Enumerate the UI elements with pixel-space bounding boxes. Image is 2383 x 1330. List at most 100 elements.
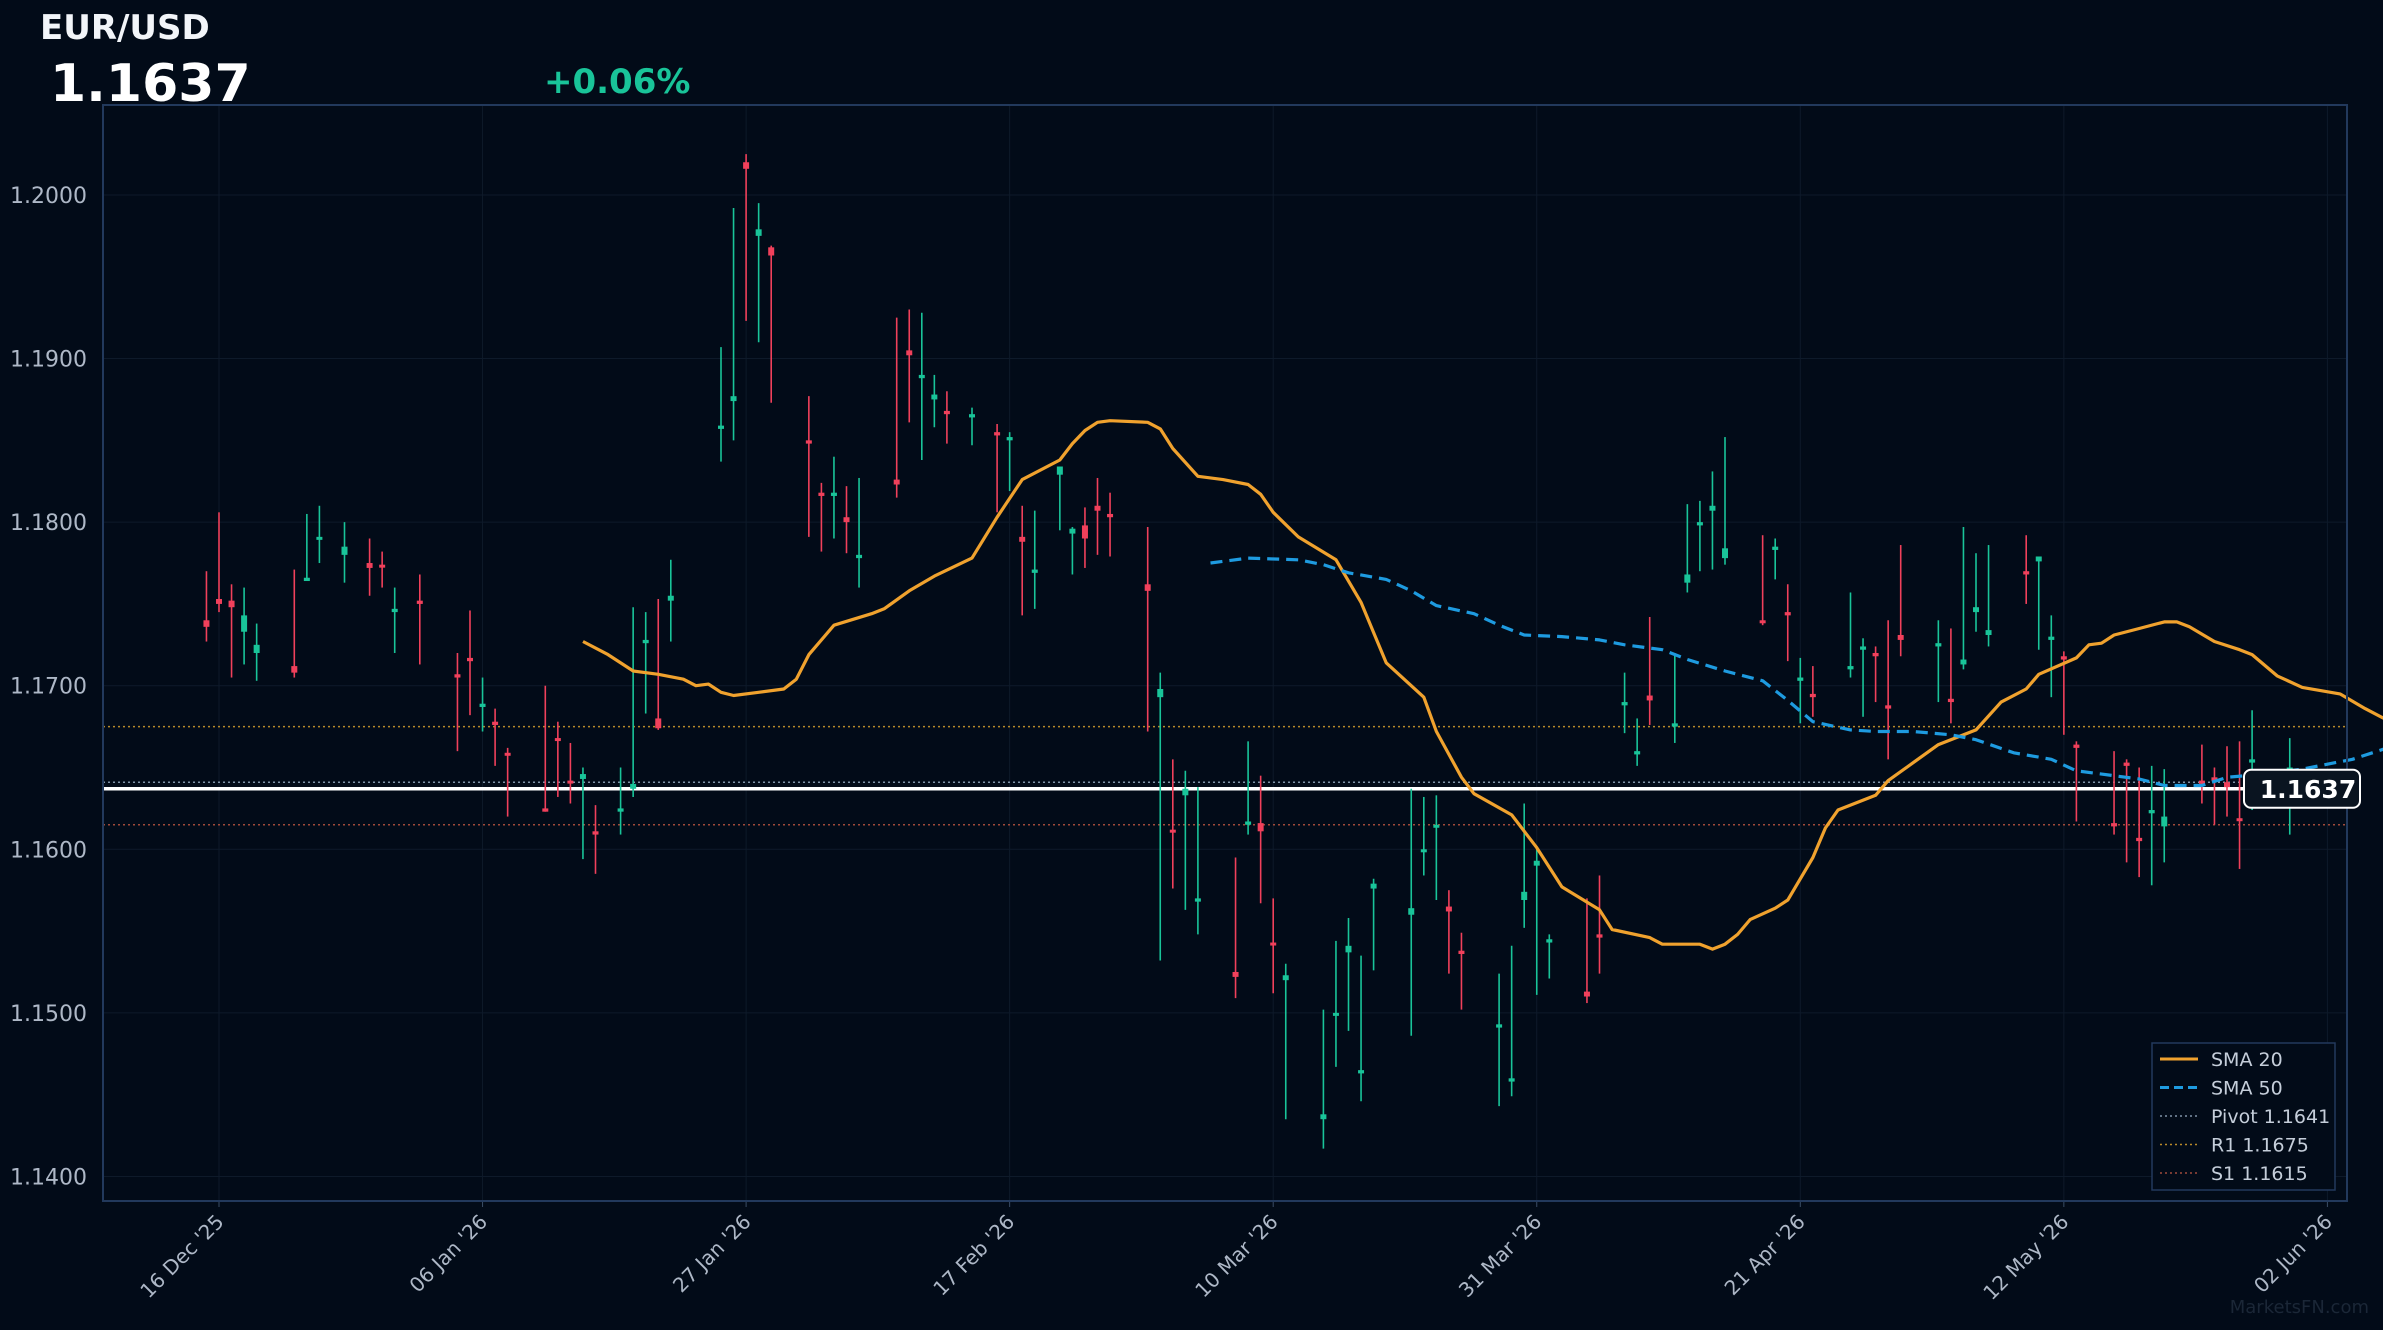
candle-body — [216, 599, 222, 604]
candle-body — [554, 738, 561, 742]
candle-body — [1270, 942, 1277, 946]
candle-body — [2249, 759, 2256, 763]
x-tick-label: 21 Apr '26 — [1720, 1210, 1810, 1300]
x-tick-label: 12 May '26 — [1978, 1210, 2073, 1305]
candle-body — [918, 374, 925, 379]
candle-body — [1671, 723, 1678, 727]
candle-body — [479, 703, 486, 707]
candle-body — [1684, 574, 1691, 583]
candle-body — [1345, 945, 1352, 953]
price-change: +0.06% — [544, 62, 691, 102]
y-tick-label: 1.1800 — [10, 511, 87, 536]
candle-body — [994, 432, 1001, 436]
candle-body — [1860, 646, 1867, 650]
candle-body — [1433, 824, 1440, 828]
candle-body — [592, 831, 599, 835]
y-tick-label: 1.1900 — [10, 348, 87, 373]
candle-body — [931, 394, 938, 400]
y-tick-label: 1.1600 — [10, 838, 87, 863]
candle-body — [542, 808, 549, 812]
candle-body — [1332, 1012, 1339, 1016]
candle-body — [567, 780, 574, 784]
candle-body — [1973, 607, 1979, 613]
candle-body — [1182, 788, 1189, 796]
candle-body — [1445, 906, 1452, 912]
candle-body — [1759, 620, 1766, 624]
candle-body — [2111, 823, 2118, 827]
candle-body — [203, 620, 210, 627]
candle-body — [379, 564, 386, 568]
candle-body — [2060, 656, 2067, 660]
candle-body — [253, 644, 260, 653]
candle-body — [416, 600, 423, 604]
candle-body — [1496, 1024, 1503, 1028]
candle-body — [1985, 630, 1992, 636]
candle-body — [1722, 548, 1728, 559]
candle-body — [1847, 666, 1854, 670]
candle-body — [630, 783, 637, 789]
candle-body — [1232, 971, 1239, 977]
candle-body — [366, 563, 373, 568]
y-tick-label: 1.1500 — [10, 1002, 87, 1027]
candle-body — [1885, 705, 1892, 709]
candle-body — [1245, 821, 1252, 825]
candle-body — [943, 410, 950, 415]
x-tick-label: 31 Mar '26 — [1454, 1210, 1547, 1303]
candle-body — [743, 162, 750, 169]
plot-frame — [102, 104, 2348, 1202]
sma-20-line — [582, 419, 2383, 951]
candle-body — [1872, 653, 1879, 657]
candle-body — [1370, 883, 1377, 889]
candle-body — [893, 479, 900, 485]
candle-body — [1257, 823, 1264, 832]
candle-body — [1709, 505, 1716, 511]
x-tick-label: 27 Jan '26 — [668, 1210, 756, 1298]
legend-label: SMA 50 — [2211, 1078, 2283, 1100]
candle-body — [1408, 908, 1415, 915]
candle-body — [2161, 816, 2168, 827]
last-price-tag-text: 1.1637 — [2260, 775, 2356, 804]
candle-body — [391, 608, 398, 613]
candle-body — [1935, 643, 1942, 647]
candle-body — [2136, 837, 2143, 842]
candle-body — [2123, 762, 2130, 766]
candle-body — [830, 492, 837, 496]
last-price-tag-box — [2243, 768, 2361, 809]
candle-body — [241, 615, 248, 632]
candle-body — [805, 440, 812, 444]
y-tick-label: 1.1700 — [10, 675, 87, 700]
candle-body — [454, 674, 461, 678]
legend-label: S1 1.1615 — [2211, 1163, 2308, 1185]
candle-body — [1897, 635, 1904, 640]
candle-body — [2236, 818, 2243, 822]
candle-body — [1621, 702, 1628, 706]
candle-body — [969, 414, 975, 418]
candle-body — [1546, 939, 1553, 943]
candle-body — [906, 350, 913, 356]
candle-body — [1358, 1070, 1365, 1074]
candle-body — [228, 600, 235, 608]
candle-body — [2211, 777, 2218, 781]
candle-body — [1458, 950, 1465, 954]
candle-body — [1069, 528, 1076, 534]
candle-body — [1696, 522, 1703, 526]
candle-body — [1420, 849, 1427, 853]
candle-body — [2035, 556, 2042, 562]
candle-body — [755, 229, 762, 236]
candle-body — [1960, 659, 1967, 665]
y-tick-label: 1.2000 — [10, 184, 87, 209]
candle-body — [579, 774, 586, 779]
candle-body — [1797, 677, 1804, 681]
legend-label: Pivot 1.1641 — [2211, 1106, 2330, 1128]
candle-body — [492, 721, 499, 725]
candle-body — [856, 554, 863, 559]
legend-box — [2151, 1042, 2336, 1191]
candle-body — [2048, 636, 2055, 640]
candle-body — [1634, 751, 1641, 755]
candle-body — [718, 425, 724, 429]
candle-body — [2073, 744, 2080, 748]
candle-body — [1282, 975, 1289, 981]
candle-body — [1596, 934, 1603, 938]
candle-body — [1056, 466, 1063, 475]
